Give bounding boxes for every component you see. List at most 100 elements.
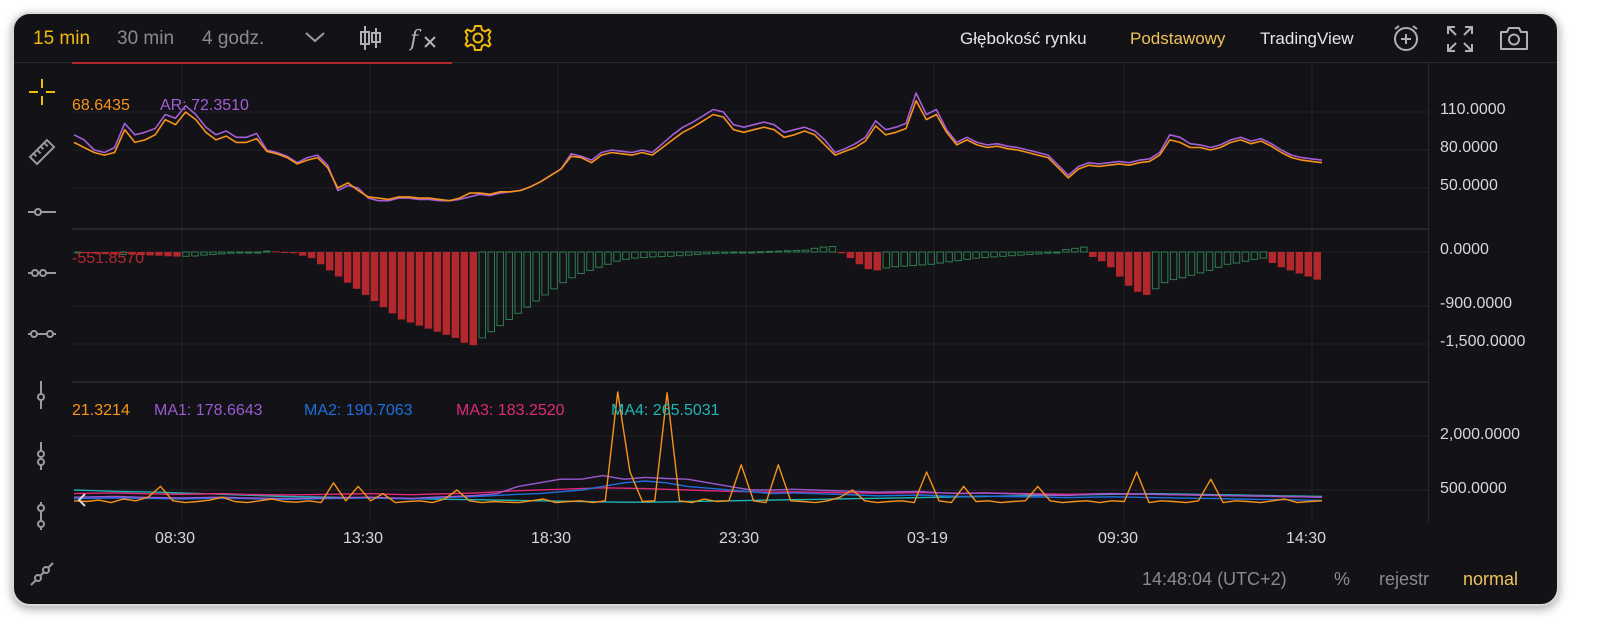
macd-bar (568, 251, 576, 279)
macd-bar (667, 251, 675, 257)
horizontal-ray-icon[interactable] (26, 202, 58, 222)
macd-bar (83, 252, 91, 254)
macd-bar (92, 252, 100, 254)
normal-scale-toggle[interactable]: normal (1463, 569, 1519, 589)
macd-bar (1062, 249, 1070, 253)
macd-bar (1304, 252, 1313, 277)
macd-bar (604, 251, 612, 265)
macd-bar (774, 250, 783, 253)
horizontal-segment-icon[interactable] (26, 263, 58, 283)
macd-bar (649, 251, 657, 258)
macd-axis-tick: -900.0000 (1440, 295, 1513, 312)
time-axis-tick: 18:30 (531, 530, 572, 547)
macd-bar (487, 251, 495, 333)
vertical-segment-icon[interactable] (31, 440, 51, 472)
macd-bar (505, 251, 513, 320)
macd-bar (1008, 251, 1016, 257)
macd-bar (1223, 251, 1232, 265)
macd-bar (1017, 251, 1025, 256)
macd-bar (1053, 251, 1061, 254)
macd-bar (496, 251, 504, 327)
macd-bar (191, 251, 199, 257)
scroll-left-chevron-icon[interactable] (76, 492, 88, 513)
chevron-down-icon[interactable] (304, 30, 326, 49)
macd-bar (532, 251, 540, 302)
ma2-label: MA2: (304, 402, 342, 419)
macd-bar (164, 252, 172, 257)
macd-bar (254, 251, 262, 254)
basic-view-tab[interactable]: Podstawowy (1130, 29, 1226, 48)
time-axis-tick: 03-19 (907, 530, 948, 547)
macd-bar (415, 252, 424, 326)
macd-bar (981, 251, 989, 259)
indicators-fx-icon[interactable]: f (408, 24, 443, 57)
macd-bar (927, 251, 935, 265)
ma3-value: 183.2520 (497, 402, 565, 419)
interval-15min[interactable]: 15 min (33, 28, 91, 49)
chart-canvas[interactable] (72, 62, 1557, 534)
macd-bar (146, 252, 154, 256)
tradingview-tab[interactable]: TradingView (1260, 29, 1354, 48)
ma1-legend: MA1: 178.6643 (154, 402, 263, 420)
ma4-value: 265.5031 (652, 402, 720, 419)
macd-bar (460, 252, 469, 343)
settings-gear-icon[interactable] (463, 23, 493, 58)
fullscreen-icon[interactable] (1445, 24, 1475, 59)
interval-30min[interactable]: 30 min (117, 28, 175, 49)
macd-bar (711, 251, 720, 255)
macd-bar (173, 252, 181, 257)
trend-line-icon[interactable] (28, 560, 56, 588)
svg-text:f: f (409, 27, 422, 52)
macd-bar (586, 251, 594, 271)
vertical-ray-icon[interactable] (31, 379, 51, 411)
time-axis-tick: 09:30 (1098, 530, 1139, 547)
macd-bar (200, 251, 208, 256)
ma3-label: MA3: (456, 402, 494, 419)
macd-bar (1214, 251, 1223, 268)
macd-bar (379, 252, 388, 308)
macd-bar (514, 251, 522, 314)
macd-bar (388, 252, 397, 314)
macd-bar (1169, 251, 1178, 281)
time-axis-tick: 13:30 (343, 530, 384, 547)
macd-bar (298, 252, 307, 256)
ar-axis-tick: 50.0000 (1440, 177, 1498, 194)
camera-screenshot-icon[interactable] (1498, 24, 1530, 57)
macd-bar (1115, 252, 1124, 277)
ma2-value: 190.7063 (345, 402, 413, 419)
crosshair-icon[interactable] (27, 77, 57, 107)
macd-bar (316, 252, 325, 265)
macd-bar (972, 251, 980, 259)
horizontal-line-icon[interactable] (26, 324, 58, 344)
percent-scale-toggle[interactable]: % (1334, 569, 1351, 589)
chart-window: 15 min 30 min 4 godz. f (12, 12, 1559, 606)
macd-bar (954, 251, 962, 262)
macd-bar (478, 251, 487, 339)
chart-plot-area[interactable]: 68.6435 AR: 72.3510 -551.8570 21.3214 MA… (72, 62, 1557, 534)
interval-4h[interactable]: 4 godz. (202, 28, 265, 49)
ruler-icon[interactable] (27, 137, 57, 167)
ar-axis-tick: 80.0000 (1440, 139, 1498, 156)
macd-bar (622, 251, 630, 260)
log-scale-toggle[interactable]: rejestr (1379, 569, 1430, 589)
ma2-series-line (73, 480, 1323, 502)
candlestick-icon[interactable] (357, 24, 383, 57)
macd-bar (1098, 252, 1106, 262)
market-depth-tab[interactable]: Głębokość rynku (960, 29, 1087, 48)
macd-bar (110, 252, 118, 255)
macd-bar (1241, 251, 1250, 262)
br-series-line (73, 99, 1323, 202)
macd-bar (155, 252, 163, 256)
vertical-line-icon[interactable] (31, 500, 51, 532)
macd-axis-tick: 0.0000 (1440, 241, 1489, 258)
macd-bar (370, 252, 379, 302)
macd-bar (685, 251, 693, 256)
ar-axis-tick: 110.0000 (1440, 101, 1506, 118)
macd-bar (182, 251, 190, 257)
time-axis-tick: 08:30 (155, 530, 196, 547)
time-axis-tick: 14:30 (1286, 530, 1327, 547)
macd-bar (227, 251, 235, 254)
price-alert-icon[interactable] (1391, 23, 1421, 58)
macd-bar (343, 252, 352, 283)
macd-bar (882, 251, 891, 269)
